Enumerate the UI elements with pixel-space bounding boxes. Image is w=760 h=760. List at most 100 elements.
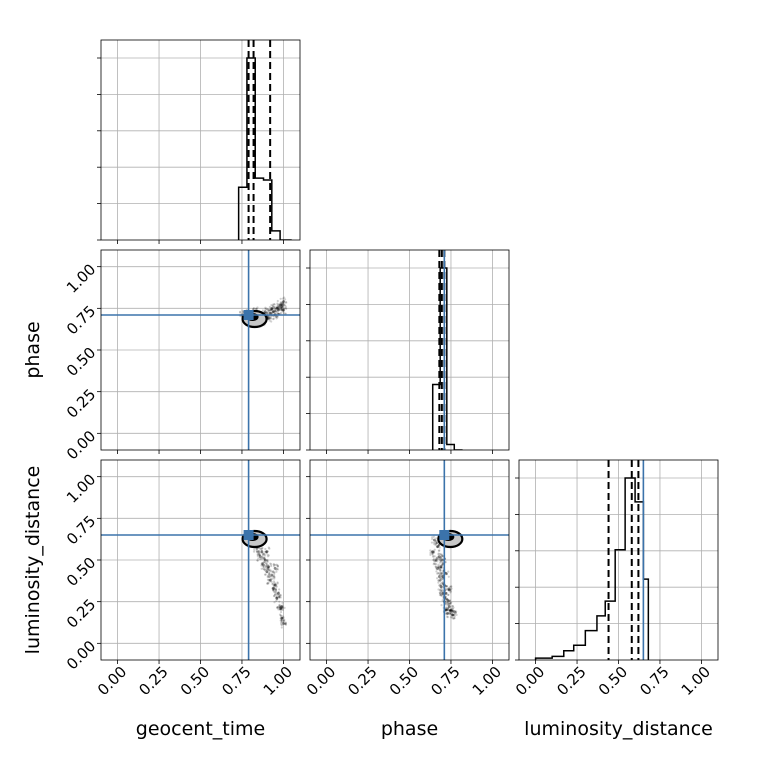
scatter-point <box>447 570 450 573</box>
scatter-point <box>278 595 281 598</box>
scatter-point <box>270 573 274 577</box>
scatter-point <box>272 564 276 568</box>
scatter-point <box>270 308 273 311</box>
scatter-point <box>275 596 278 599</box>
scatter-point <box>271 310 274 313</box>
scatter-point <box>280 626 283 629</box>
scatter-point <box>281 302 284 306</box>
scatter-point <box>271 303 275 306</box>
scatter-point <box>436 572 439 575</box>
scatter-point <box>434 565 438 569</box>
scatter-point <box>266 568 270 571</box>
scatter-point <box>282 299 286 303</box>
scatter-point <box>280 301 283 304</box>
scatter-point <box>281 304 285 307</box>
scatter-point <box>444 584 448 588</box>
scatter-point <box>274 590 277 594</box>
scatter-point <box>276 305 280 308</box>
scatter-point <box>439 568 442 572</box>
scatter-point <box>279 605 282 608</box>
scatter-point <box>451 616 454 620</box>
scatter-point <box>276 306 279 309</box>
scatter-point <box>441 563 444 566</box>
scatter-point <box>281 606 284 610</box>
scatter-point <box>281 606 284 609</box>
scatter-point <box>449 609 452 612</box>
scatter-point <box>263 552 266 556</box>
scatter-point <box>446 599 450 603</box>
scatter-point <box>283 622 286 626</box>
scatter-point <box>266 568 269 571</box>
scatter-panel-geocent_time-vs-phase <box>101 250 300 450</box>
scatter-point <box>271 582 274 586</box>
scatter-point <box>448 587 451 590</box>
scatter-point <box>434 560 437 563</box>
scatter-point <box>283 312 286 315</box>
scatter-point <box>454 610 457 613</box>
scatter-point <box>439 593 443 596</box>
scatter-point <box>440 564 444 567</box>
scatter-point <box>266 559 269 562</box>
scatter-point <box>445 613 448 616</box>
scatter-point <box>276 316 279 319</box>
scatter-point <box>278 613 282 616</box>
scatter-point <box>272 587 276 590</box>
scatter-point <box>281 601 284 604</box>
scatter-point <box>239 311 242 314</box>
scatter-point <box>262 565 265 568</box>
scatter-point <box>272 575 275 578</box>
scatter-point <box>265 551 268 554</box>
scatter-point <box>280 607 283 610</box>
scatter-point <box>260 564 263 567</box>
scatter-point <box>449 591 452 594</box>
scatter-point <box>263 568 266 571</box>
scatter-point <box>271 575 274 578</box>
scatter-point <box>436 545 439 549</box>
scatter-point <box>263 560 266 563</box>
scatter-point <box>279 614 283 618</box>
scatter-point <box>432 550 435 553</box>
scatter-point <box>279 607 282 610</box>
x-tick-label: 0.75 <box>427 663 463 699</box>
scatter-point <box>279 610 283 614</box>
scatter-point <box>264 308 267 311</box>
scatter-point <box>447 599 451 602</box>
scatter-point <box>441 586 445 589</box>
scatter-point <box>435 567 438 570</box>
scatter-point <box>439 579 442 582</box>
scatter-point <box>260 547 263 550</box>
scatter-point <box>438 567 441 570</box>
scatter-point <box>436 560 439 563</box>
scatter-point <box>445 609 448 612</box>
scatter-point <box>278 303 282 307</box>
scatter-point <box>277 307 280 310</box>
scatter-point <box>272 588 275 591</box>
x-tick-label: 1.00 <box>678 663 714 699</box>
scatter-point <box>439 592 442 595</box>
scatter-point <box>279 307 282 310</box>
scatter-point <box>455 610 458 613</box>
scatter-point <box>446 598 450 602</box>
scatter-point <box>445 597 448 600</box>
scatter-point <box>274 588 277 591</box>
y-tick-label: 0.75 <box>63 302 99 338</box>
scatter-point <box>281 304 284 307</box>
scatter-point <box>438 591 441 594</box>
scatter-point <box>273 311 276 314</box>
scatter-point <box>272 580 276 583</box>
scatter-point <box>256 559 259 562</box>
scatter-point <box>252 307 255 311</box>
scatter-point <box>439 559 443 562</box>
scatter-point <box>435 545 439 548</box>
scatter-point <box>275 591 278 594</box>
scatter-point <box>436 577 439 580</box>
scatter-point <box>271 587 274 590</box>
scatter-point <box>448 600 451 603</box>
scatter-point <box>434 565 437 568</box>
scatter-point <box>440 588 443 591</box>
y-axis-label-phase: phase <box>22 321 44 378</box>
scatter-point <box>436 545 440 549</box>
scatter-point <box>263 557 266 560</box>
scatter-point <box>271 589 275 592</box>
scatter-point <box>255 550 259 553</box>
